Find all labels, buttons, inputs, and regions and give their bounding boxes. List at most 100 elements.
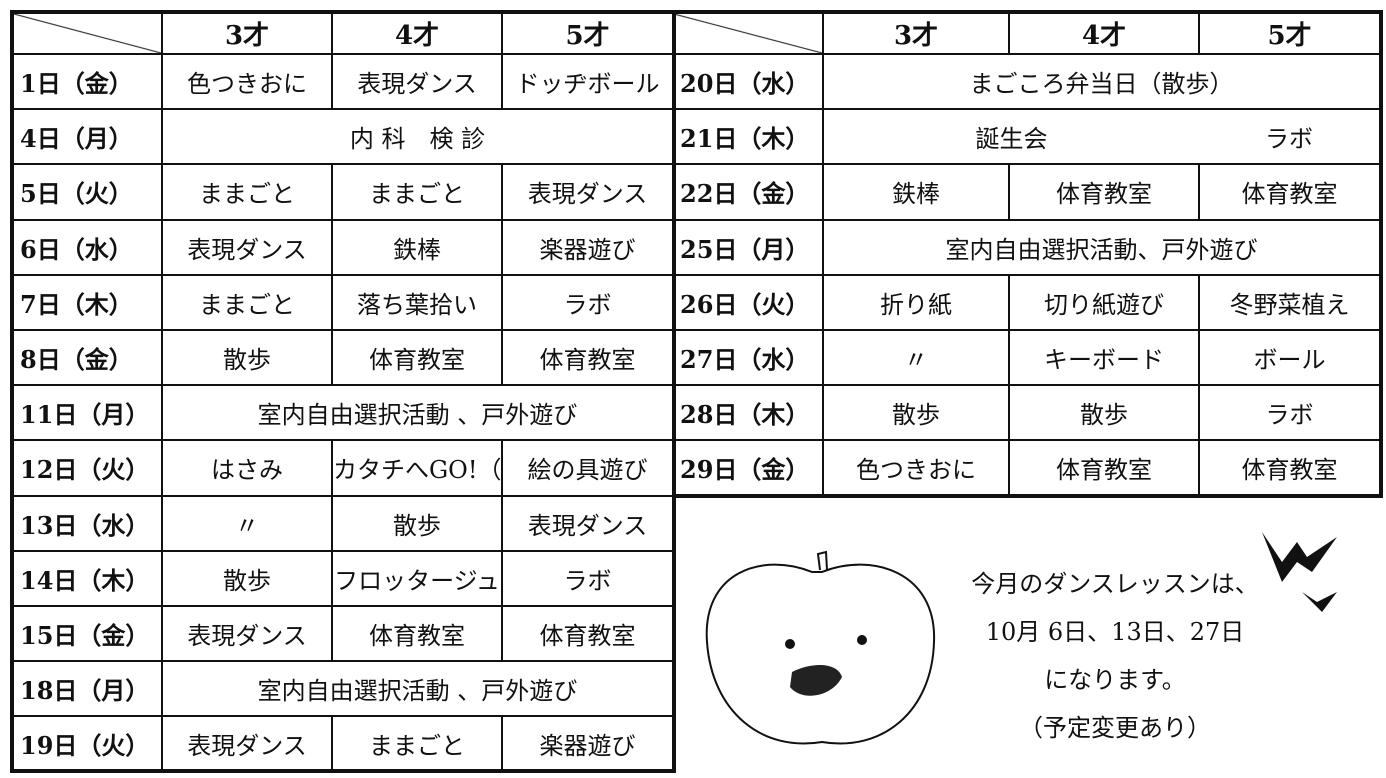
activity-cell: 〃 [822, 328, 1010, 387]
activity-cell: 折り紙 [822, 273, 1010, 331]
activity-cell: 冬野菜植え [1198, 273, 1382, 331]
activity-cell: 楽器遊び [501, 715, 675, 773]
activity-cell: ラボ [501, 549, 675, 607]
activity-cell: 散歩 [161, 328, 333, 387]
header-row: 3才 4才 5才 [11, 11, 675, 55]
date-cell: 28日（木） [672, 384, 824, 442]
note-line: 10月 6日、13日、27日 [985, 618, 1245, 646]
activity-cell: ドッヂボール [501, 52, 675, 111]
activity-cell: 散歩 [161, 549, 333, 607]
activity-cell: 切り紙遊び [1008, 273, 1200, 331]
row: 14日（木） 散歩 フロッタージュ ラボ [11, 549, 675, 607]
row: 25日（月） 室内自由選択活動、戸外遊び [672, 218, 1382, 276]
row: 5日（火） ままごと ままごと 表現ダンス [11, 163, 675, 221]
date-cell: 21日（木） [672, 108, 824, 166]
activity-cell: 散歩 [1008, 384, 1200, 442]
activity-cell: 散歩 [331, 494, 503, 552]
activity-cell: ままごと [331, 163, 503, 221]
activity-cell: 表現ダンス [501, 163, 675, 221]
header-cell: 5才 [501, 11, 675, 55]
date-cell: 29日（金） [672, 439, 824, 497]
row: 1日（金） 色つきおに 表現ダンス ドッヂボール [11, 52, 675, 111]
row: 28日（木） 散歩 散歩 ラボ [672, 384, 1382, 442]
header-cell: 3才 [161, 11, 333, 55]
right-table: 3才 4才 5才 20日（水） まごころ弁当日（散歩） 21日（木） 誕生会 ラボ 22日（金）… [672, 10, 1383, 498]
date-cell: 26日（火） [672, 273, 824, 331]
row: 21日（木） 誕生会 ラボ [672, 108, 1382, 166]
activity-cell: 色つきおに [161, 52, 333, 111]
activity-cell: 体育教室 [1008, 439, 1200, 497]
date-cell: 7日（木） [11, 273, 163, 331]
note: 今月のダンスレッスンは、 10月 6日、13日、27日 になります。 （予定変更あり） [950, 560, 1280, 752]
date-cell: 15日（金） [11, 604, 163, 663]
activity-cell: 表現ダンス [161, 604, 333, 663]
date-cell: 18日（月） [11, 660, 163, 718]
activity-cell: 体育教室 [331, 328, 503, 387]
activity-cell: ままごと [161, 273, 333, 331]
date-cell: 8日（金） [11, 328, 163, 387]
pumpkin-illustration [705, 532, 1337, 745]
activity-cell: まごころ弁当日（散歩） [822, 52, 1382, 111]
date-cell: 22日（金） [672, 163, 824, 221]
date-cell: 25日（月） [672, 218, 824, 276]
activity-cell: 散歩 [822, 384, 1010, 442]
activity-cell: 体育教室 [501, 604, 675, 663]
date-cell: 1日（金） [11, 52, 163, 111]
activity-cell: 室内自由選択活動 、戸外遊び [161, 384, 675, 442]
activity-cell: 誕生会 [822, 108, 1199, 166]
note-line: になります。 [1044, 666, 1186, 694]
note-line: 今月のダンスレッスンは、 [971, 570, 1259, 598]
activity-cell: 室内自由選択活動、戸外遊び [822, 218, 1382, 276]
activity-cell: フロッタージュ [331, 549, 503, 607]
header-cell: 4才 [331, 11, 503, 55]
date-cell: 6日（水） [11, 218, 163, 276]
row: 22日（金） 鉄棒 体育教室 体育教室 [672, 163, 1382, 221]
row: 11日（月） 室内自由選択活動 、戸外遊び [11, 384, 675, 442]
row: 6日（水） 表現ダンス 鉄棒 楽器遊び [11, 218, 675, 276]
row: 7日（木） ままごと 落ち葉拾い ラボ [11, 273, 675, 331]
date-cell: 13日（水） [11, 494, 163, 552]
activity-cell: 体育教室 [331, 604, 503, 663]
activity-cell: 体育教室 [1198, 439, 1382, 497]
activity-cell: ボール [1198, 328, 1382, 387]
activity-cell: ラボ [1199, 108, 1382, 166]
activity-cell: 体育教室 [1198, 163, 1382, 221]
row: 19日（火） 表現ダンス ままごと 楽器遊び [11, 715, 675, 773]
date-cell: 19日（火） [11, 715, 163, 773]
activity-cell: ままごと [161, 163, 333, 221]
header-cell: 3才 [822, 11, 1010, 55]
activity-cell: 表現ダンス [331, 52, 503, 111]
activity-cell: 絵の具遊び [501, 439, 675, 497]
row: 8日（金） 散歩 体育教室 体育教室 [11, 328, 675, 387]
row: 20日（水） まごころ弁当日（散歩） [672, 52, 1382, 111]
activity-cell: ラボ [501, 273, 675, 331]
header-cell: 5才 [1198, 11, 1382, 55]
activity-cell: 〃 [161, 494, 333, 552]
row: 26日（火） 折り紙 切り紙遊び 冬野菜植え [672, 273, 1382, 331]
activity-cell: 体育教室 [501, 328, 675, 387]
corner-cell [672, 11, 824, 55]
activity-cell: 内 科 検 診 [161, 108, 675, 166]
activity-cell: 鉄棒 [331, 218, 503, 276]
activity-cell: カタチへGO!（ゲーム） [331, 439, 503, 497]
note-line: （予定変更あり） [1019, 714, 1211, 742]
activity-cell: 表現ダンス [501, 494, 675, 552]
date-cell: 12日（火） [11, 439, 163, 497]
activity-cell: 表現ダンス [161, 218, 333, 276]
date-cell: 14日（木） [11, 549, 163, 607]
activity-cell: 室内自由選択活動 、戸外遊び [161, 660, 675, 718]
row: 18日（月） 室内自由選択活動 、戸外遊び [11, 660, 675, 718]
date-cell: 5日（火） [11, 163, 163, 221]
row: 15日（金） 表現ダンス 体育教室 体育教室 [11, 604, 675, 663]
activity-cell: 体育教室 [1008, 163, 1200, 221]
activity-cell: はさみ [161, 439, 333, 497]
activity-cell: ラボ [1198, 384, 1382, 442]
header-row: 3才 4才 5才 [672, 11, 1382, 55]
row: 29日（金） 色つきおに 体育教室 体育教室 [672, 439, 1382, 497]
activity-cell: 楽器遊び [501, 218, 675, 276]
activity-cell: 落ち葉拾い [331, 273, 503, 331]
date-cell: 4日（月） [11, 108, 163, 166]
activity-cell: キーボード [1008, 328, 1200, 387]
